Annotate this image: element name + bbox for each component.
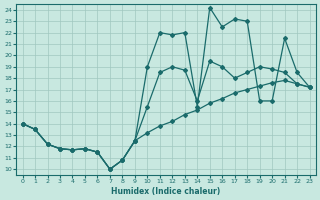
X-axis label: Humidex (Indice chaleur): Humidex (Indice chaleur) xyxy=(111,187,221,196)
